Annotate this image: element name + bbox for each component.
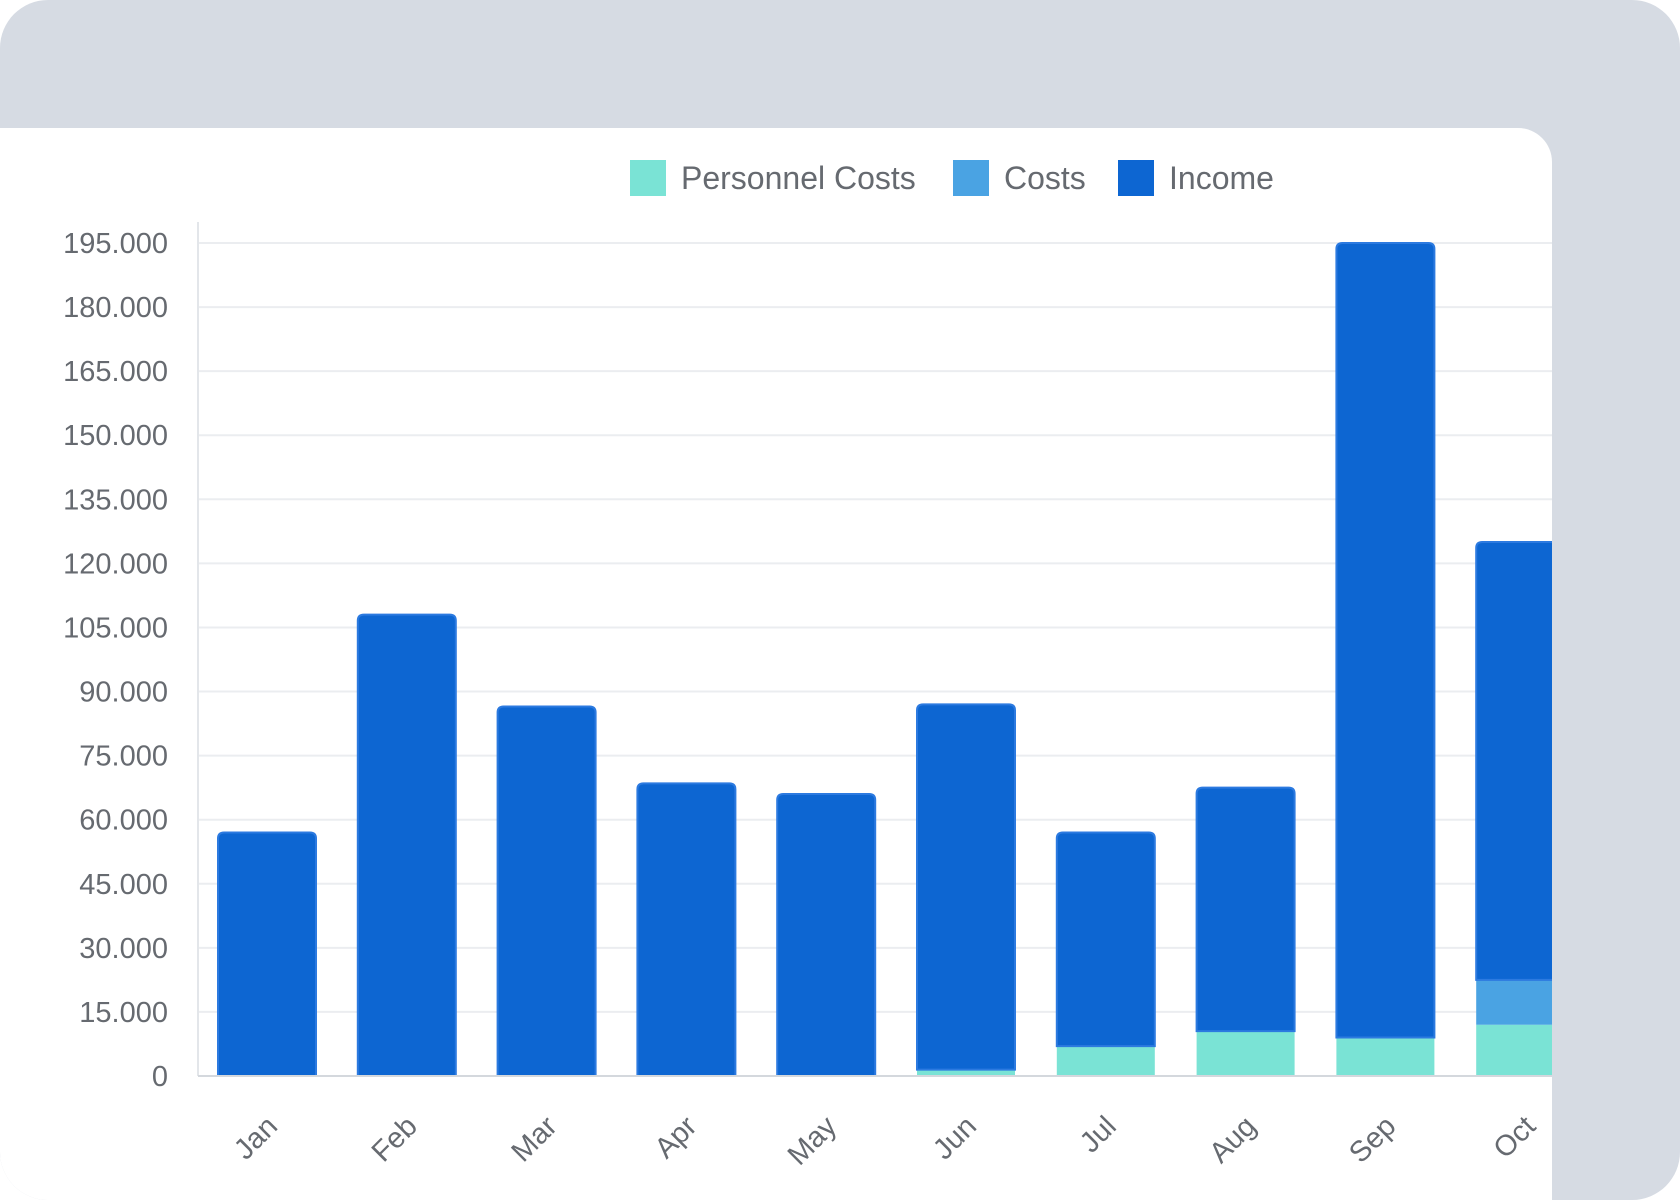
legend-swatch xyxy=(953,160,989,196)
x-tick-label: Aug xyxy=(1203,1110,1262,1169)
bar-jul-personnel-costs[interactable] xyxy=(1056,1046,1155,1076)
y-tick-label: 60.000 xyxy=(79,805,168,837)
x-tick-label: Jun xyxy=(927,1110,983,1166)
y-tick-label: 105.000 xyxy=(63,612,168,644)
legend-item-personnel-costs[interactable]: Personnel Costs xyxy=(630,160,916,196)
y-tick-label: 90.000 xyxy=(79,677,168,709)
bar-sep-income[interactable] xyxy=(1335,242,1436,1039)
y-tick-label: 75.000 xyxy=(79,741,168,773)
x-axis: Jan Feb Mar Apr May Jun Jul Aug Sep Oct xyxy=(198,1075,1552,1172)
legend-swatch xyxy=(1118,160,1154,196)
y-tick-label: 180.000 xyxy=(63,292,168,324)
bar-apr-income[interactable] xyxy=(636,782,737,1077)
y-axis: 0 15.000 30.000 45.000 60.000 75.000 90.000 105… xyxy=(63,222,199,1093)
bar-jun-personnel-costs[interactable] xyxy=(917,1069,1015,1076)
legend-label: Income xyxy=(1169,160,1274,196)
x-tick-label: Feb xyxy=(366,1110,424,1168)
x-tick-label: Mar xyxy=(506,1110,564,1168)
bar-oct-income[interactable] xyxy=(1475,541,1552,981)
x-tick-label: Oct xyxy=(1488,1110,1543,1165)
legend-item-income[interactable]: Income xyxy=(1118,160,1274,196)
legend-swatch xyxy=(630,160,666,196)
x-tick-label: May xyxy=(782,1110,844,1172)
legend-label: Costs xyxy=(1004,160,1086,196)
legend-item-costs[interactable]: Costs xyxy=(953,160,1086,196)
x-tick-label: Jul xyxy=(1074,1110,1123,1159)
y-tick-label: 120.000 xyxy=(63,548,168,580)
bar-mar-income[interactable] xyxy=(496,705,597,1077)
x-tick-label: Jan xyxy=(228,1110,284,1166)
y-tick-label: 45.000 xyxy=(79,869,168,901)
y-tick-label: 135.000 xyxy=(63,484,168,516)
y-tick-label: 150.000 xyxy=(63,420,168,452)
y-tick-label: 30.000 xyxy=(79,933,168,965)
legend: Personnel Costs Costs Income xyxy=(630,160,1274,196)
x-tick-label: Sep xyxy=(1343,1110,1402,1169)
bars xyxy=(217,242,1552,1077)
stacked-bar-chart: 0 15.000 30.000 45.000 60.000 75.000 90.000 105… xyxy=(63,160,1552,1172)
bar-jun-income[interactable] xyxy=(916,703,1016,1071)
bar-oct-costs[interactable] xyxy=(1476,979,1552,1025)
y-tick-label: 195.000 xyxy=(63,228,168,260)
bar-oct-personnel-costs[interactable] xyxy=(1476,1024,1552,1076)
bar-aug-income[interactable] xyxy=(1195,786,1296,1033)
bar-may-income[interactable] xyxy=(776,793,877,1077)
bar-feb-income[interactable] xyxy=(356,613,457,1077)
x-tick-label: Apr xyxy=(649,1110,704,1165)
y-tick-label: 0 xyxy=(152,1061,168,1093)
legend-label: Personnel Costs xyxy=(681,160,916,196)
bar-sep-personnel-costs[interactable] xyxy=(1336,1037,1435,1076)
chart-card: 0 15.000 30.000 45.000 60.000 75.000 90.000 105… xyxy=(0,128,1552,1200)
bar-jul-income[interactable] xyxy=(1055,831,1156,1048)
y-tick-label: 15.000 xyxy=(79,997,168,1029)
bar-jan-income[interactable] xyxy=(217,831,317,1077)
bar-aug-personnel-costs[interactable] xyxy=(1196,1031,1295,1076)
y-tick-label: 165.000 xyxy=(63,356,168,388)
